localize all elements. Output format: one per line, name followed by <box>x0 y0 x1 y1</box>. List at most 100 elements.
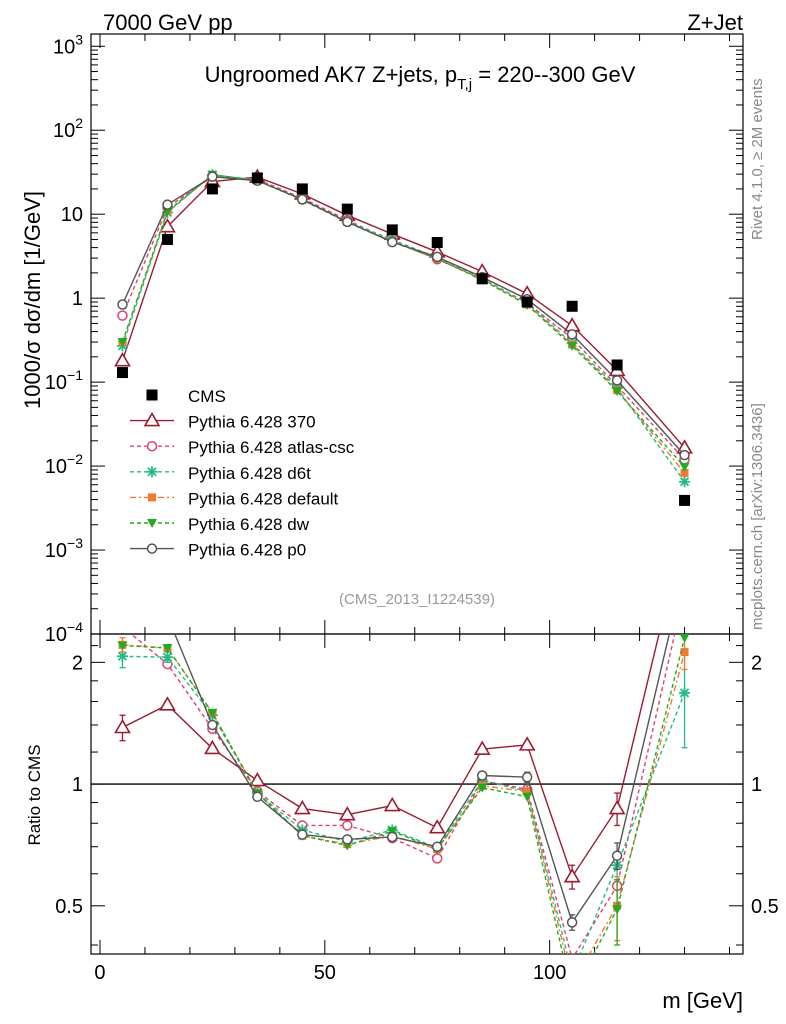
x-axis-label: m [GeV] <box>662 988 743 1013</box>
ratio-point-0 <box>114 718 131 734</box>
header-left: 7000 GeV pp <box>103 10 233 35</box>
ratio-point-1 <box>431 853 443 864</box>
series-point-4 <box>117 338 128 348</box>
ratio-point-0 <box>338 806 356 821</box>
ratio-point-0 <box>383 796 401 812</box>
cms-data-point <box>296 183 308 195</box>
cms-data-point <box>206 183 218 195</box>
legend-label-1: Pythia 6.428 atlas-csc <box>188 438 355 457</box>
ratio-point-4 <box>679 634 690 643</box>
x-tick-label: 0 <box>94 962 105 984</box>
cms-data-point <box>251 172 263 184</box>
legend-label-0: Pythia 6.428 370 <box>188 413 316 432</box>
y-tick-label: 103 <box>53 31 83 58</box>
legend-marker-3 <box>148 493 156 502</box>
y-tick-label: 10−2 <box>45 451 83 478</box>
cms-data-point <box>341 203 353 215</box>
ratio-point-2 <box>161 651 173 663</box>
ratio-point-5 <box>342 834 353 845</box>
series-point-5 <box>162 199 173 210</box>
ratio-point-0 <box>204 739 221 755</box>
ratio-point-3 <box>680 648 689 657</box>
series-point-5 <box>342 216 353 228</box>
y-tick-label: 10−1 <box>45 367 83 394</box>
ratio-point-5 <box>163 612 172 621</box>
chart-title: Ungroomed AK7 Z+jets, pT,j = 220--300 Ge… <box>205 62 636 93</box>
cms-data-point <box>386 224 398 236</box>
series-point-0 <box>114 352 131 367</box>
ratio-point-1 <box>569 953 575 954</box>
ratio-point-0 <box>473 740 491 755</box>
ratio-point-2 <box>567 968 578 979</box>
ratio-point-4 <box>567 992 577 1001</box>
ratio-point-5 <box>387 831 398 843</box>
rivet-version-label: Rivet 4.1.0, ≥ 2M events <box>749 78 766 240</box>
y-tick-label: 10 <box>61 204 83 226</box>
series-point-3 <box>680 468 689 477</box>
y-tick-label: 1 <box>72 288 83 310</box>
cms-data-point <box>431 237 443 249</box>
analysis-tag: (CMS_2013_I1224539) <box>339 591 495 608</box>
series-point-5 <box>297 194 308 205</box>
cms-data-point <box>679 494 691 506</box>
ratio-line-0 <box>122 634 660 879</box>
series-point-4 <box>679 462 690 472</box>
series-point-5 <box>679 449 690 461</box>
series-point-0 <box>563 317 581 332</box>
legend-label-3: Pythia 6.428 default <box>188 489 339 508</box>
ratio-point-5 <box>566 917 578 928</box>
ratio-point-5 <box>476 770 488 781</box>
ratio-series-group <box>114 451 692 1001</box>
legend-label-cms: CMS <box>188 387 226 406</box>
x-tick-label: 100 <box>533 962 566 984</box>
ratio-tick-label-right: 0.5 <box>751 896 779 918</box>
legend-label-5: Pythia 6.428 p0 <box>188 541 306 560</box>
ratio-point-1 <box>680 587 689 596</box>
x-tick-label: 50 <box>314 962 336 984</box>
ratio-y-axis-label: Ratio to CMS <box>25 744 44 845</box>
y-tick-label: 10−3 <box>45 535 83 562</box>
ratio-point-0 <box>608 799 626 815</box>
legend-marker-5 <box>146 543 158 554</box>
series-point-4 <box>612 387 623 397</box>
ratio-point-4 <box>387 827 398 837</box>
ratio-point-0 <box>293 799 311 815</box>
ratio-point-5 <box>611 850 623 861</box>
series-point-5 <box>117 299 128 310</box>
ratio-tick-label: 1 <box>72 774 83 796</box>
ratio-point-5 <box>252 791 263 803</box>
ratio-line-3 <box>122 644 686 954</box>
legend-label-4: Pythia 6.428 dw <box>188 515 310 534</box>
ratio-point-5 <box>118 451 127 460</box>
y-tick-label: 10−4 <box>45 619 83 646</box>
legend: CMS Pythia 6.428 370 Pythia 6.428 atlas-cs… <box>130 387 355 560</box>
ratio-point-0 <box>428 819 446 834</box>
legend-marker-0 <box>143 412 161 427</box>
series-line-0 <box>121 176 686 449</box>
ratio-tick-label-right: 1 <box>751 774 762 796</box>
ratio-point-5 <box>680 565 689 574</box>
ratio-line-1 <box>130 634 676 954</box>
series-point-5 <box>207 171 218 182</box>
mcplots-label: mcplots.cern.ch [arXiv:1306.3436] <box>749 403 766 630</box>
series-point-2 <box>679 476 691 488</box>
ratio-point-5 <box>431 841 443 852</box>
cms-data-point <box>161 233 173 245</box>
ratio-point-0 <box>678 521 692 533</box>
series-line-2 <box>121 174 686 483</box>
ratio-point-0 <box>159 696 176 711</box>
ratio-tick-label: 2 <box>72 652 83 674</box>
series-point-4 <box>567 341 578 351</box>
ratio-point-0 <box>563 868 581 883</box>
legend-marker-cms <box>146 389 158 401</box>
ratio-point-0 <box>248 771 266 787</box>
ratio-point-1 <box>118 622 127 631</box>
cms-data-point <box>566 300 578 312</box>
ratio-plot-frame <box>90 633 744 955</box>
series-point-5 <box>431 251 443 263</box>
y-axis-label: 1000/σ dσ/dm [1/GeV] <box>20 191 45 409</box>
series-point-5 <box>611 375 623 386</box>
ratio-point-5 <box>207 719 218 731</box>
